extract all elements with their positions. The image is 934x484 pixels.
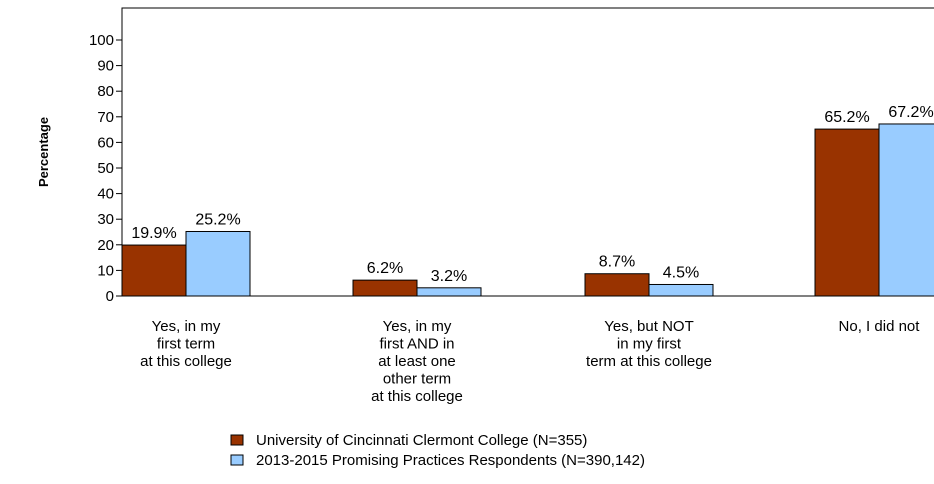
- bar-series-1: [814, 128, 880, 297]
- category-label: No, I did not: [839, 318, 921, 335]
- legend-label: 2013-2015 Promising Practices Respondent…: [256, 452, 645, 469]
- legend: University of Cincinnati Clermont Colleg…: [230, 432, 645, 469]
- data-label: 3.2%: [431, 268, 467, 285]
- data-labels: 19.9% 6.2% 8.7% 65.2% 25.2% 3.2% 4.5% 67.2%: [131, 104, 933, 285]
- category-label: term at this college: [586, 353, 712, 370]
- y-axis-ticks: 0 10 20 30 40 50 60 70 80 90 100: [89, 32, 122, 305]
- category-label: Yes, in my: [152, 318, 221, 335]
- y-tick-label: 0: [106, 288, 114, 305]
- data-label: 19.9%: [131, 225, 176, 242]
- legend-label: University of Cincinnati Clermont Colleg…: [256, 432, 587, 449]
- y-tick-label: 50: [97, 160, 114, 177]
- bar-series-2: [185, 230, 251, 297]
- legend-swatch: [230, 454, 244, 466]
- y-tick-label: 20: [97, 237, 114, 254]
- bar-series-1: [584, 273, 650, 297]
- bars: [121, 123, 934, 297]
- y-tick-label: 80: [97, 83, 114, 100]
- y-tick-label: 40: [97, 186, 114, 203]
- y-tick-label: 30: [97, 211, 114, 228]
- data-label: 25.2%: [195, 211, 240, 228]
- y-tick-label: 70: [97, 109, 114, 126]
- bar-series-1: [352, 279, 418, 297]
- y-tick-label: 100: [89, 32, 114, 49]
- category-label: at this college: [140, 353, 232, 370]
- legend-swatch: [230, 434, 244, 446]
- category-label: Yes, but NOT: [604, 318, 694, 335]
- category-label: at this college: [371, 388, 463, 405]
- category-label: in my first: [617, 336, 682, 353]
- data-label: 4.5%: [663, 264, 699, 281]
- bar-series-2: [648, 283, 714, 297]
- bar-series-2: [878, 123, 934, 297]
- data-label: 6.2%: [367, 260, 403, 277]
- data-label: 8.7%: [599, 254, 635, 271]
- y-axis-label: Percentage: [36, 117, 51, 187]
- category-label: at least one: [378, 353, 456, 370]
- category-label: first term: [157, 336, 215, 353]
- bar-series-2: [416, 287, 482, 297]
- plot-frame: [121, 7, 934, 297]
- data-label: 65.2%: [824, 109, 869, 126]
- category-label: Yes, in my: [383, 318, 452, 335]
- category-label: first AND in: [379, 336, 454, 353]
- y-tick-label: 90: [97, 58, 114, 75]
- y-tick-label: 10: [97, 262, 114, 279]
- data-label: 67.2%: [888, 104, 933, 121]
- category-label: other term: [383, 371, 451, 388]
- y-tick-label: 60: [97, 134, 114, 151]
- bar-series-1: [121, 244, 187, 297]
